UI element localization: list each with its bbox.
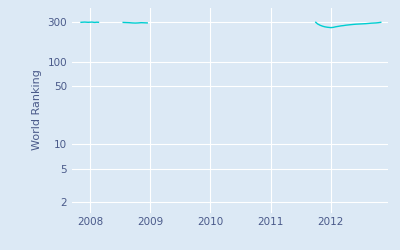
Y-axis label: World Ranking: World Ranking	[32, 70, 42, 150]
